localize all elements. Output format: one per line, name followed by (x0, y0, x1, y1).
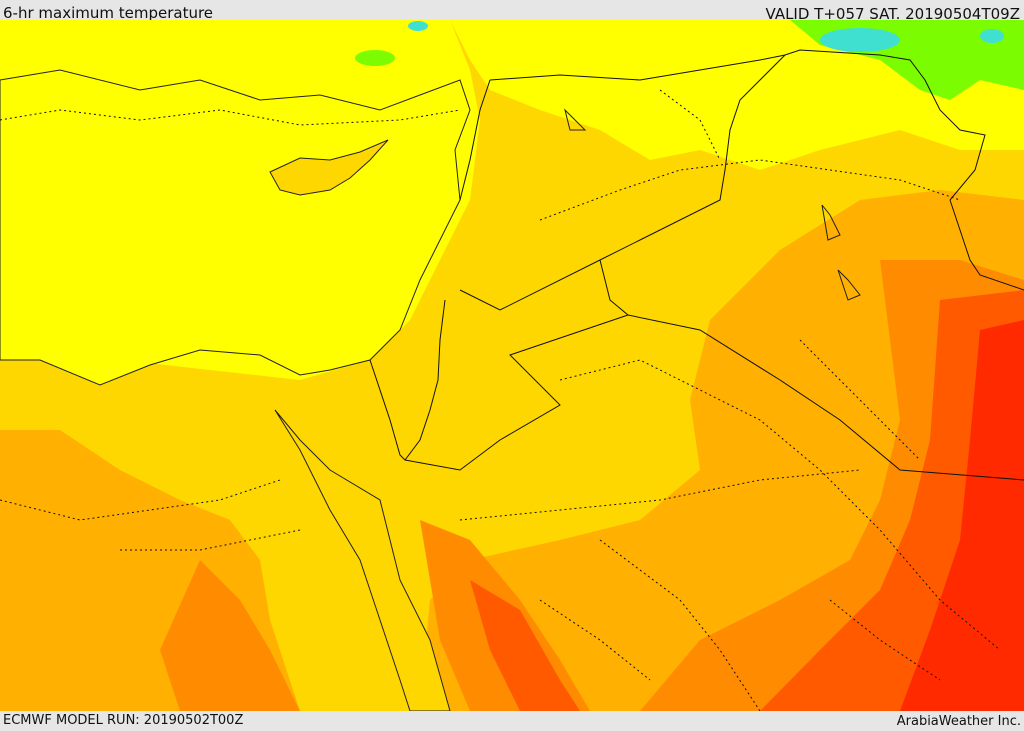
model-run: ECMWF MODEL RUN: 20190502T00Z (3, 713, 244, 728)
admin-boundaries (0, 89, 1001, 711)
field-cool-cyan-ne (820, 28, 900, 52)
field-cool-cyan-ne2 (980, 29, 1004, 43)
temperature-map-svg (0, 20, 1024, 711)
field-cool-green-n2 (408, 21, 428, 31)
field-red (900, 320, 1024, 711)
credit: ArabiaWeather Inc. (896, 714, 1021, 729)
lake-shape (564, 108, 861, 301)
field-dark-orange-sw (160, 560, 300, 711)
country-borders (369, 49, 1024, 481)
field-cool-green-n (355, 50, 395, 66)
temperature-map (0, 20, 1024, 711)
red-sea (274, 409, 451, 711)
cyprus-island (269, 139, 389, 196)
map-footer: ECMWF MODEL RUN: 20190502T00Z ArabiaWeat… (0, 711, 1024, 729)
field-red-orange-coast (470, 580, 580, 711)
mediterranean-sea (0, 69, 471, 386)
map-header: 6-hr maximum temperature VALID T+057 SAT… (0, 0, 1024, 23)
map-title: 6-hr maximum temperature (3, 4, 214, 22)
valid-time: VALID T+057 SAT. 20190504T09Z (765, 5, 1020, 23)
